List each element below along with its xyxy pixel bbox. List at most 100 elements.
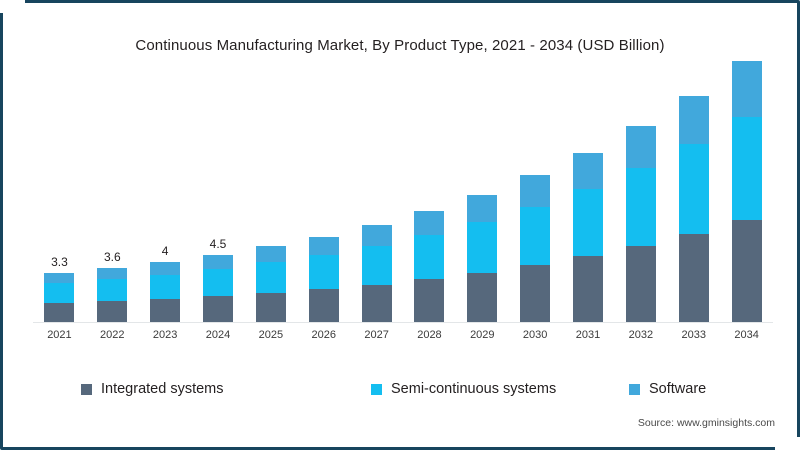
bar-segment-software[interactable] (150, 262, 181, 275)
bar-segment-semi-continuous-systems[interactable] (203, 268, 233, 296)
bar-column[interactable]: 3.3 (33, 83, 86, 322)
legend-label: Semi-continuous systems (391, 381, 557, 397)
x-axis-tick-2034: 2034 (734, 329, 759, 341)
bar-segment-software[interactable] (203, 254, 233, 269)
bar-segment-software[interactable] (308, 236, 339, 255)
x-axis-tick-2031: 2031 (575, 329, 601, 341)
bar-column[interactable] (562, 83, 615, 322)
bar-segment-semi-continuous-systems[interactable] (44, 283, 75, 303)
bar-segment-software[interactable] (255, 245, 286, 262)
bar-segment-semi-continuous-systems[interactable] (678, 143, 709, 234)
x-axis-tick-2025: 2025 (258, 329, 284, 341)
bar-column[interactable]: 3.6 (86, 83, 139, 322)
source-attribution: Source: www.gminsights.com (637, 417, 775, 429)
stacked-bar[interactable] (414, 211, 445, 322)
bar-segment-software[interactable] (678, 95, 709, 144)
x-axis-tick-2029: 2029 (470, 329, 495, 341)
stacked-bar[interactable] (678, 95, 709, 322)
bar-column[interactable] (244, 83, 297, 322)
x-axis-tick-2028: 2028 (417, 329, 442, 341)
bar-segment-integrated-systems[interactable] (678, 233, 709, 322)
bar-column[interactable] (614, 83, 667, 322)
bar-segment-semi-continuous-systems[interactable] (308, 254, 339, 289)
bar-segment-integrated-systems[interactable] (573, 256, 604, 322)
bar-segment-integrated-systems[interactable] (203, 295, 233, 322)
x-axis-tick-2026: 2026 (311, 329, 336, 341)
bar-segment-semi-continuous-systems[interactable] (625, 167, 656, 246)
bar-segment-integrated-systems[interactable] (308, 289, 339, 322)
bar-segment-integrated-systems[interactable] (255, 292, 286, 322)
bar-column[interactable] (403, 83, 456, 322)
bar-segment-software[interactable] (467, 194, 498, 222)
stacked-bar[interactable] (520, 175, 551, 322)
bar-value-label: 4 (161, 244, 169, 258)
bar-segment-software[interactable] (625, 125, 656, 168)
stacked-bar[interactable] (731, 61, 762, 322)
x-axis-tick-2021: 2021 (47, 329, 72, 341)
stacked-bar[interactable] (255, 245, 286, 322)
bar-segment-integrated-systems[interactable] (731, 220, 762, 322)
bar-segment-software[interactable] (520, 175, 551, 207)
bar-segment-integrated-systems[interactable] (361, 284, 392, 322)
legend-label: Integrated systems (101, 381, 224, 397)
stacked-bar[interactable]: 4 (150, 244, 181, 322)
axis-baseline (33, 322, 773, 323)
bar-segment-semi-continuous-systems[interactable] (361, 245, 392, 285)
stacked-bar[interactable] (361, 224, 392, 322)
bars-container: 3.3 3.6 4 4.5 (33, 61, 773, 322)
legend-item-software[interactable]: Software (629, 381, 706, 397)
x-axis-tick-2022: 2022 (100, 329, 125, 341)
bar-column[interactable]: 4.5 (192, 83, 245, 322)
bar-segment-software[interactable] (731, 61, 762, 117)
bar-segment-integrated-systems[interactable] (44, 302, 75, 322)
bar-segment-semi-continuous-systems[interactable] (467, 221, 498, 273)
bar-segment-software[interactable] (97, 268, 128, 280)
bar-segment-software[interactable] (361, 224, 392, 246)
bar-value-label: 4.5 (209, 236, 227, 251)
legend-item-integrated-systems[interactable]: Integrated systems (81, 381, 371, 397)
legend-swatch-icon (81, 383, 92, 395)
x-axis-tick-2027: 2027 (364, 329, 389, 341)
bar-segment-semi-continuous-systems[interactable] (255, 262, 286, 293)
bar-segment-integrated-systems[interactable] (467, 272, 498, 322)
bar-column[interactable] (456, 83, 509, 322)
stacked-bar[interactable] (467, 194, 498, 322)
bar-segment-integrated-systems[interactable] (414, 279, 445, 322)
x-axis-tick-2030: 2030 (522, 329, 548, 341)
bar-segment-integrated-systems[interactable] (97, 301, 128, 322)
stacked-bar[interactable]: 3.3 (44, 255, 75, 322)
bar-segment-semi-continuous-systems[interactable] (731, 116, 762, 220)
bar-column[interactable] (297, 83, 350, 322)
bar-column[interactable] (509, 83, 562, 322)
stacked-bar[interactable] (625, 125, 656, 322)
stacked-bar[interactable] (573, 152, 604, 322)
chart-legend: Integrated systems Semi-continuous syste… (81, 381, 726, 397)
bar-segment-software[interactable] (573, 152, 604, 189)
bar-segment-semi-continuous-systems[interactable] (520, 206, 551, 265)
legend-item-semi-continuous-systems[interactable]: Semi-continuous systems (371, 381, 629, 397)
bar-segment-semi-continuous-systems[interactable] (573, 188, 604, 256)
bar-segment-integrated-systems[interactable] (150, 298, 181, 322)
plot-area: 3.3 3.6 4 4.5 (33, 61, 773, 323)
stacked-bar[interactable] (308, 236, 339, 322)
bar-segment-integrated-systems[interactable] (520, 265, 551, 322)
bar-segment-software[interactable] (44, 272, 75, 283)
bar-segment-software[interactable] (414, 211, 445, 235)
x-axis-tick-2032: 2032 (628, 329, 654, 341)
x-axis-tick-2023: 2023 (152, 329, 178, 341)
bar-segment-semi-continuous-systems[interactable] (414, 235, 445, 280)
legend-swatch-icon (629, 383, 640, 395)
x-axis-tick-2033: 2033 (681, 329, 706, 341)
bar-column[interactable] (720, 61, 773, 322)
bar-column[interactable] (350, 83, 403, 322)
x-axis-tick-labels: 2021 2022 2023 2024 2025 2026 2027 2028 2029 2030… (33, 329, 773, 341)
bar-column[interactable] (667, 83, 720, 322)
bar-value-label: 3.3 (51, 254, 68, 269)
bar-segment-semi-continuous-systems[interactable] (150, 274, 181, 299)
stacked-bar[interactable]: 4.5 (203, 237, 233, 322)
bar-column[interactable]: 4 (139, 83, 192, 322)
bar-segment-integrated-systems[interactable] (625, 245, 656, 322)
x-axis-tick-2024: 2024 (205, 329, 231, 341)
bar-segment-semi-continuous-systems[interactable] (97, 279, 128, 301)
stacked-bar[interactable]: 3.6 (97, 250, 128, 322)
